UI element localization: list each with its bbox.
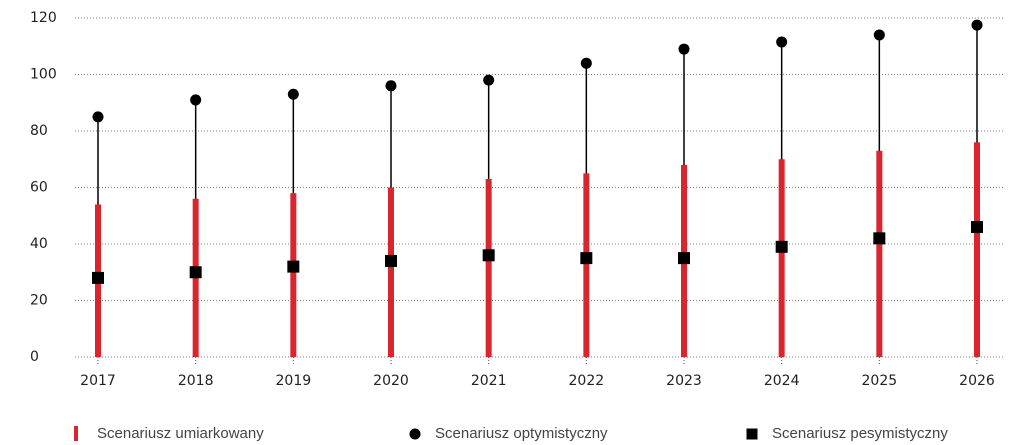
x-tick-label: 2019: [276, 373, 312, 389]
point: [287, 88, 299, 100]
point: [190, 94, 202, 106]
y-tick-label: 0: [30, 349, 39, 365]
x-tick-label: 2024: [764, 373, 800, 389]
point: [873, 232, 886, 245]
y-tick-label: 100: [30, 67, 57, 83]
y-tick-label: 20: [30, 293, 48, 309]
point: [580, 252, 593, 265]
point: [92, 111, 104, 123]
x-tick-label: 2017: [80, 373, 116, 389]
point: [483, 74, 495, 86]
y-tick-label: 60: [30, 180, 48, 196]
point: [971, 19, 983, 31]
bar: [778, 159, 785, 357]
legend-swatch: [746, 428, 758, 440]
point: [580, 57, 592, 69]
point: [385, 254, 397, 267]
bar: [583, 173, 590, 357]
x-tick-label: 2026: [959, 373, 995, 389]
legend-label: Scenariusz pesymistyczny: [772, 425, 948, 442]
y-tick-label: 40: [30, 236, 48, 252]
legend-label: Scenariusz umiarkowany: [97, 425, 264, 442]
legend-swatch: [409, 428, 421, 440]
x-tick-label: 2021: [471, 373, 507, 389]
x-tick-label: 2020: [373, 373, 409, 389]
x-tick-label: 2018: [178, 373, 214, 389]
y-tick-label: 80: [30, 123, 48, 139]
bar: [388, 187, 394, 357]
point: [287, 260, 300, 273]
point: [482, 249, 495, 262]
point: [385, 80, 397, 92]
y-tick-label: 120: [30, 10, 57, 26]
legend-label: Scenariusz optymistyczny: [435, 425, 608, 442]
point: [873, 29, 885, 41]
x-tick-label: 2025: [862, 373, 898, 389]
point: [92, 271, 104, 284]
bar: [290, 193, 297, 357]
point: [678, 43, 690, 55]
bar: [974, 142, 980, 357]
x-tick-label: 2022: [569, 373, 605, 389]
bar: [876, 150, 883, 357]
point: [775, 240, 788, 253]
point: [971, 221, 983, 234]
bar: [485, 179, 492, 357]
legend: Scenariusz umiarkowany Scenariusz optymis…: [74, 425, 948, 442]
x-tick-label: 2023: [666, 373, 702, 389]
point: [678, 252, 690, 265]
point: [776, 36, 788, 48]
legend-swatch: [74, 426, 78, 441]
point: [189, 266, 202, 279]
